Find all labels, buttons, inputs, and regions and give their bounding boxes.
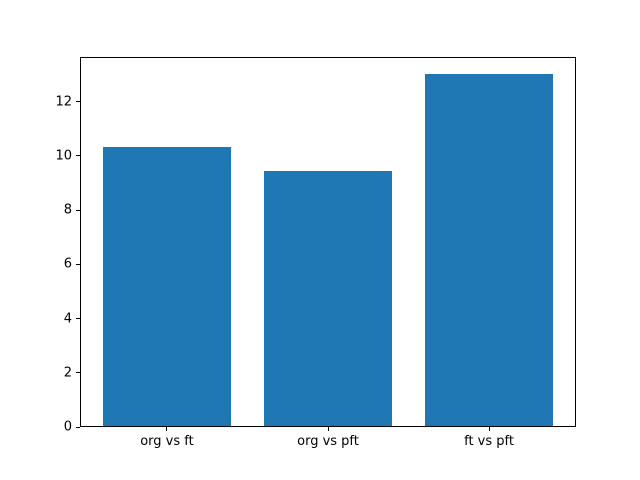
y-tick-mark [76,155,80,157]
x-tick-mark [488,427,490,431]
x-tick-mark [166,427,168,431]
y-tick-label: 8 [63,202,72,218]
x-tick-label: ft vs pft [464,434,514,449]
x-tick-mark [327,427,329,431]
y-tick-mark [76,372,80,374]
bar-org-vs-pft [263,171,393,426]
plot-area [80,57,576,427]
y-tick-label: 4 [63,311,72,327]
bar-ft-vs-pft [424,73,554,426]
y-tick-label: 6 [63,256,72,272]
y-tick-mark [76,318,80,320]
y-tick-mark [76,263,80,265]
y-tick-mark [76,101,80,103]
y-tick-label: 12 [55,94,72,110]
bar-org-vs-ft [102,146,232,426]
y-tick-label: 10 [55,148,72,164]
y-tick-label: 0 [63,419,72,435]
x-tick-label: org vs ft [140,434,194,449]
y-tick-mark [76,426,80,428]
x-tick-label: org vs pft [297,434,359,449]
y-tick-mark [76,209,80,211]
y-tick-label: 2 [63,365,72,381]
